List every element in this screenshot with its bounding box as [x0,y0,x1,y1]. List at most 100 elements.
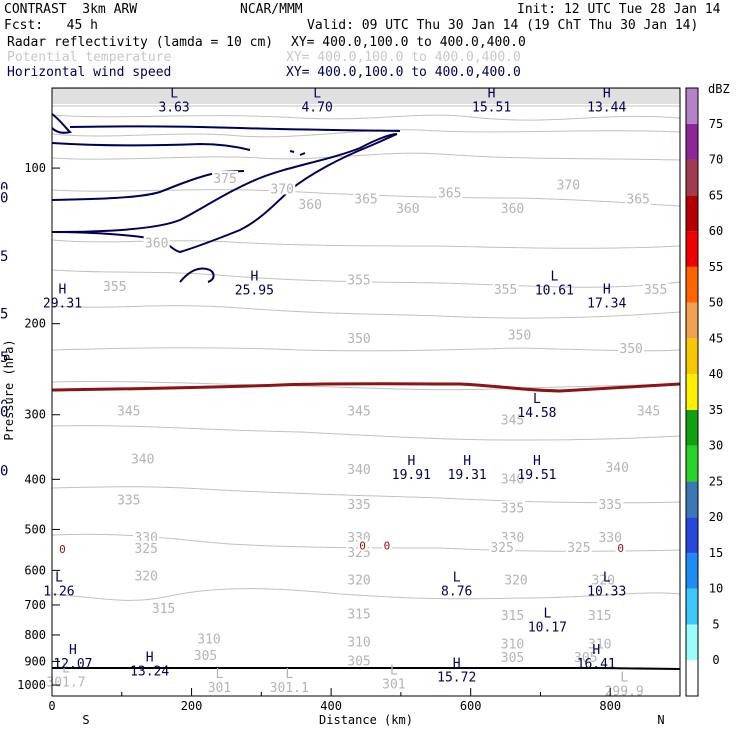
theta-label: 355 [103,280,126,295]
theta-label-bg [346,606,373,620]
theta-label-bg [506,327,533,341]
x-right-end: N [657,713,664,727]
wind-extremum-value: 19.51 [517,468,556,483]
colorbar-swatch [686,302,698,339]
theta-label-bg [346,653,373,667]
theta-label-bg [492,281,519,295]
wind-extremum-kind: L [170,86,178,101]
zero-label-bg [57,543,68,555]
zero-contour-label: 0 [59,543,66,556]
colorbar-label: 20 [709,510,723,524]
theta-label-bg [133,540,160,554]
theta-extremum-value: 301.1 [270,681,309,696]
field-theta: Potential temperature [7,50,172,65]
wind-label-bg [0,462,20,477]
theta-label-bg [212,171,239,185]
theta-label: 310 [347,636,370,651]
theta-label-bg [499,636,526,650]
theta-label: 345 [347,405,370,420]
colorbar-frame [685,87,699,697]
zero-label-bg [381,539,392,551]
wind-extremum-kind: H [603,283,611,298]
wind-extremum-value: 15.51 [472,100,511,115]
theta-label-layer: 375 370 360 365 360 365 360 370 365 360 355 355 355 3… [101,171,669,669]
wind-extremum-kind: H [533,454,541,469]
theta-extremum-value: 301.7 [46,675,85,690]
theta-label: 345 [637,405,660,420]
wind-extremum-value: 19.31 [448,468,487,483]
zero-contour-label: 0 [617,542,624,555]
theta-label: 315 [152,602,175,617]
forecast-hour: Fcst: 45 h [4,18,98,33]
colorbar-swatch [686,409,698,446]
theta-label-bg [642,281,669,295]
theta-label-bg [625,191,652,205]
theta-label-bg [101,279,128,293]
theta-extremum-kind: L [62,661,70,676]
colorbar-label: 50 [709,296,723,310]
x-tick-label: 200 [181,699,203,713]
theta-label-bg [604,459,631,473]
y-tick-label: 400 [24,472,46,486]
wind-contour-label: 20 [0,464,8,480]
colorbar-swatch [686,266,698,303]
institution: NCAR/MMM [240,2,303,17]
theta-label-bg [133,530,160,544]
wind-extremum-kind: H [603,86,611,101]
theta-label-bg [129,451,156,465]
theta-label: 340 [347,463,370,478]
colorbar-swatch [686,159,698,196]
colorbar-label: 5 [712,617,719,631]
x-left-end: S [82,713,89,727]
x-tick-label: 400 [320,699,342,713]
colorbar-label: 25 [709,474,723,488]
zero-label-bg [357,539,368,551]
theta-label: 320 [592,574,615,589]
colorbar-unit: dBZ [708,82,730,96]
colorbar-swatch [686,374,698,410]
colorbar-swatch [686,195,698,232]
wind-label-bg [0,248,20,263]
wind-extremum-value: 16.41 [577,657,616,672]
colorbar: 0 5 10 15 20 25 30 35 40 45 50 55 60 65 70 75 [685,87,723,697]
theta-label-bg [503,572,530,586]
theta-label: 340 [605,461,628,476]
theta-label-bg [635,403,662,417]
theta-label: 320 [134,570,157,585]
x-axis-label: Distance (km) [319,713,413,727]
colorbar-swatch [686,123,698,160]
wind-extremum-kind: L [603,570,611,585]
y-tick-label: 300 [24,408,46,422]
colorbar-label: 60 [709,224,723,238]
wind-extremum-value: 1.26 [43,584,74,599]
wind-extremum-kind: H [146,650,154,665]
theta-extremum-value: 301 [382,678,405,693]
theta-label: 370 [271,182,294,197]
theta-label: 360 [396,202,419,217]
zero-label-bg [615,541,626,553]
theta-label: 325 [490,541,513,556]
theta-contours [51,114,681,601]
wind-contours [51,113,401,283]
theta-label-bg [150,600,177,614]
y-tick-label: 100 [24,161,46,175]
theta-label-bg [499,649,526,663]
theta-label: 370 [557,178,580,193]
wind-extremum-kind: H [488,86,496,101]
zero-label-layer: 0 0 0 0 [57,539,626,556]
theta-label: 360 [145,237,168,252]
theta-label: 355 [644,283,667,298]
theta-label: 315 [588,609,611,624]
x-tick-label: 800 [599,699,621,713]
theta-label: 305 [501,651,524,666]
theta-label: 305 [194,649,217,664]
colorbar-label: 35 [709,403,723,417]
colorbar-swatch [686,552,698,589]
theta-extremum-kind: L [216,667,224,682]
wind-label-bg [0,305,20,320]
wind-extremum-kind: H [592,643,600,658]
wind-label-bg [0,403,20,418]
x-tick-label: 0 [48,699,55,713]
theta-label: 325 [134,542,157,557]
theta-label-bg [133,568,160,582]
